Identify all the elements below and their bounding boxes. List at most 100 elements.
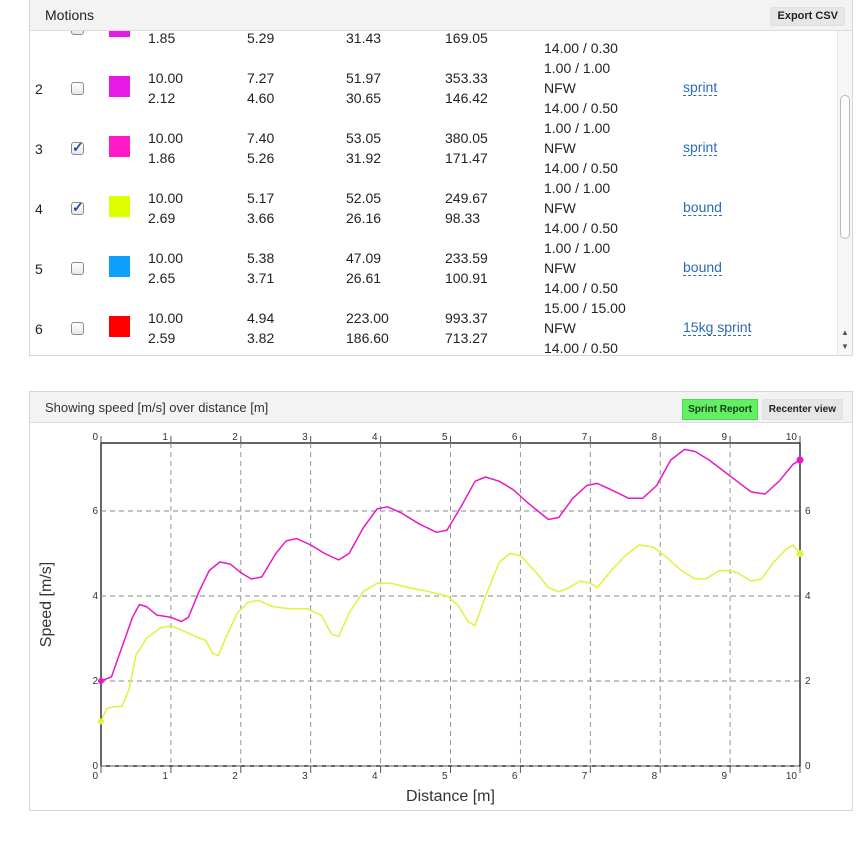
value-e-line2: NFW <box>544 200 576 216</box>
scroll-up-icon[interactable]: ▲ <box>841 328 849 337</box>
value-a-bottom: 2.69 <box>148 210 176 226</box>
motion-type-link[interactable]: 15kg sprint <box>683 319 752 336</box>
value-b-bottom: 5.29 <box>247 31 275 46</box>
value-e-line1: 1.00 / 1.00 <box>544 240 611 256</box>
x-tick-label-bottom: 9 <box>722 771 728 782</box>
row-checkbox[interactable] <box>71 82 84 95</box>
value-e-line3: 14.00 / 0.30 <box>544 40 618 56</box>
x-tick-label-bottom: 7 <box>582 771 588 782</box>
value-a-bottom: 1.86 <box>148 150 176 166</box>
series-start-point[interactable] <box>98 718 104 725</box>
value-c-top: 52.05 <box>346 190 382 206</box>
export-csv-button[interactable]: Export CSV <box>770 7 845 26</box>
color-swatch[interactable] <box>109 76 130 97</box>
value-b-top: 7.40 <box>247 130 275 146</box>
table-row: 2 10.00 2.12 7.27 4.60 51.97 30.65 353.33 146.42… <box>30 60 838 121</box>
value-a-top: 10.00 <box>148 190 184 206</box>
value-e-line1: 15.00 / 15.00 <box>544 300 626 316</box>
value-c-top: 51.97 <box>346 70 382 86</box>
x-tick-label-bottom: 2 <box>232 771 238 782</box>
y-tick-label-left: 0 <box>92 761 98 772</box>
x-tick-label-bottom: 0 <box>92 771 98 782</box>
value-d-bottom: 146.42 <box>445 90 488 106</box>
chart-header: Showing speed [m/s] over distance [m] Sp… <box>30 392 852 423</box>
x-tick-label-bottom: 1 <box>162 771 168 782</box>
color-swatch[interactable] <box>109 316 130 337</box>
table-row: 4 10.00 2.69 5.17 3.66 52.05 26.16 249.67 98.33 1… <box>30 180 838 241</box>
value-e-line3: 14.00 / 0.50 <box>544 100 618 116</box>
series-line-2[interactable] <box>100 544 801 722</box>
row-checkbox[interactable] <box>71 199 84 216</box>
value-c-bottom: 26.61 <box>346 270 382 286</box>
series-line-1[interactable] <box>100 448 801 682</box>
y-tick-label-right: 2 <box>805 676 811 687</box>
table-row: 3 10.00 1.86 7.40 5.26 53.05 31.92 380.05 171.47… <box>30 120 838 181</box>
value-d-top: 249.67 <box>445 190 488 206</box>
recenter-view-button[interactable]: Recenter view <box>761 399 843 420</box>
value-e-line1: 1.00 / 1.00 <box>544 120 611 136</box>
value-d-bottom: 713.27 <box>445 330 488 346</box>
value-c-top: 53.05 <box>346 130 382 146</box>
motion-type-link[interactable]: sprint <box>683 139 718 156</box>
row-number: 3 <box>35 141 43 157</box>
value-e-line2: NFW <box>544 80 576 96</box>
row-checkbox[interactable] <box>71 139 84 156</box>
value-c-bottom: 26.16 <box>346 210 382 226</box>
value-e-line3: 14.00 / 0.50 <box>544 280 618 296</box>
value-e-line2: NFW <box>544 260 576 276</box>
value-b-top: 5.17 <box>247 190 275 206</box>
chart-panel-title: Showing speed [m/s] over distance [m] <box>45 400 269 415</box>
motion-type-link[interactable]: sprint <box>683 79 718 96</box>
value-b-bottom: 3.82 <box>247 330 275 346</box>
color-swatch[interactable] <box>109 256 130 277</box>
value-a-top: 10.00 <box>148 130 184 146</box>
value-a-bottom: 2.59 <box>148 330 176 346</box>
y-tick-label-right: 4 <box>805 591 811 602</box>
value-e-line3: 14.00 / 0.50 <box>544 340 618 355</box>
x-tick-label-bottom: 5 <box>442 771 448 782</box>
value-d-bottom: 169.05 <box>445 31 488 46</box>
value-d-top: 993.37 <box>445 310 488 326</box>
value-a-top: 10.00 <box>148 250 184 266</box>
row-number: 6 <box>35 321 43 337</box>
series-start-point[interactable] <box>98 678 104 684</box>
value-b-bottom: 5.26 <box>247 150 275 166</box>
table-row: 1.85 5.29 31.43 169.05 14.00 / 0.30 <box>30 31 838 61</box>
scroll-down-icon[interactable]: ▼ <box>841 342 849 351</box>
motions-table: 1.85 5.29 31.43 169.05 14.00 / 0.30 2 10.00 2.1… <box>30 31 838 355</box>
value-a-top: 10.00 <box>148 310 184 326</box>
row-checkbox[interactable] <box>71 262 84 275</box>
scrollbar-thumb[interactable] <box>840 95 850 239</box>
row-number: 2 <box>35 81 43 97</box>
x-tick-label-top: 6 <box>512 432 518 443</box>
x-tick-label-top: 1 <box>162 432 168 443</box>
x-tick-label-bottom: 10 <box>786 771 798 782</box>
motions-scrollbar[interactable]: ▲ ▼ <box>837 31 852 355</box>
color-swatch[interactable] <box>109 136 130 157</box>
series-end-point[interactable] <box>796 550 804 557</box>
color-swatch[interactable] <box>109 196 130 217</box>
value-c-top: 47.09 <box>346 250 382 266</box>
x-tick-label-bottom: 3 <box>302 771 308 782</box>
value-b-top: 4.94 <box>247 310 275 326</box>
row-checkbox[interactable] <box>71 31 84 35</box>
row-checkbox[interactable] <box>71 322 84 335</box>
value-c-bottom: 186.60 <box>346 330 389 346</box>
table-row: 6 10.00 2.59 4.94 3.82 223.00 186.60 993.37 713.… <box>30 300 838 355</box>
x-tick-label-top: 2 <box>232 432 238 443</box>
value-e-line2: NFW <box>544 140 576 156</box>
y-tick-label-left: 6 <box>92 506 98 517</box>
value-d-bottom: 171.47 <box>445 150 488 166</box>
motions-panel: Motions Export CSV 1.85 5.29 31.43 169.05 14… <box>29 0 853 356</box>
x-tick-label-top: 3 <box>302 432 308 443</box>
x-tick-label-top: 7 <box>582 432 588 443</box>
motion-type-link[interactable]: bound <box>683 199 722 216</box>
x-tick-label-top: 10 <box>786 432 798 443</box>
motion-type-link[interactable]: bound <box>683 259 722 276</box>
sprint-report-button[interactable]: Sprint Report <box>682 399 758 420</box>
motions-header: Motions Export CSV <box>30 0 852 31</box>
series-end-point[interactable] <box>796 456 804 464</box>
color-swatch[interactable] <box>109 31 130 37</box>
x-tick-label-top: 5 <box>442 432 448 443</box>
